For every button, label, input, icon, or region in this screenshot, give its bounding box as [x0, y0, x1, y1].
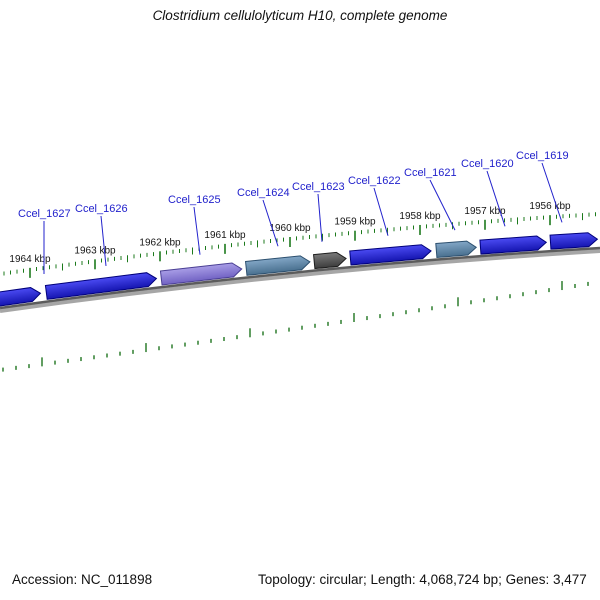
- ruler-label: 1958 kbp: [399, 211, 441, 222]
- gene-leader-line: [541, 162, 563, 223]
- gene-leader-line: [262, 199, 279, 247]
- status-bar: Accession: NC_011898 Topology: circular;…: [0, 572, 600, 594]
- gene-label-Ccel_1627[interactable]: Ccel_1627: [18, 208, 71, 220]
- gene-label-Ccel_1623[interactable]: Ccel_1623: [292, 181, 345, 193]
- gene-leader-line: [100, 215, 107, 266]
- ruler-label: 1960 kbp: [269, 223, 311, 234]
- gene-group: [44, 272, 158, 300]
- ruler-label: 1961 kbp: [204, 230, 246, 241]
- ruler-label: 1964 kbp: [9, 254, 51, 265]
- ruler-label: 1962 kbp: [139, 237, 181, 248]
- gene-label-Ccel_1619[interactable]: Ccel_1619: [516, 150, 569, 162]
- topology-text: Topology: circular; Length: 4,068,724 bp…: [258, 572, 587, 587]
- gene-leader-line: [429, 179, 456, 231]
- gene-leader-line: [486, 170, 506, 227]
- gene-leader-line: [317, 193, 323, 242]
- gene-arrow-Ccel_1626[interactable]: [44, 272, 158, 300]
- ruler-label: 1957 kbp: [464, 206, 506, 217]
- gene-label-Ccel_1621[interactable]: Ccel_1621: [404, 167, 457, 179]
- gene-label-Ccel_1622[interactable]: Ccel_1622: [348, 175, 401, 187]
- gene-group: [0, 286, 42, 310]
- genome-backbone: [0, 246, 600, 310]
- gene-leader-line: [373, 187, 389, 236]
- gene-group: [349, 244, 432, 266]
- page-title: Clostridium cellulolyticum H10, complete…: [152, 8, 448, 23]
- ruler-label: 1963 kbp: [74, 245, 116, 256]
- gene-arrow-Ccel_1625[interactable]: [159, 262, 243, 286]
- gene-label-Ccel_1626[interactable]: Ccel_1626: [75, 203, 128, 215]
- gene-arrow-Ccel_1623[interactable]: [312, 251, 347, 270]
- gene-label-Ccel_1625[interactable]: Ccel_1625: [168, 194, 221, 206]
- gene-arrow-Ccel_1620[interactable]: [479, 235, 548, 255]
- gene-label-Ccel_1624[interactable]: Ccel_1624: [237, 187, 290, 199]
- gene-arrow-Ccel_1627[interactable]: [0, 286, 42, 310]
- gene-group: [549, 232, 599, 250]
- gene-group: [159, 262, 243, 286]
- gene-arrow-Ccel_1621[interactable]: [435, 240, 478, 259]
- gene-group: [479, 235, 548, 255]
- gene-label-Ccel_1620[interactable]: Ccel_1620: [461, 158, 514, 170]
- ruler-label: 1959 kbp: [334, 217, 376, 228]
- gene-group: [312, 251, 347, 270]
- gene-group: [244, 255, 311, 276]
- ruler-label: 1956 kbp: [529, 201, 571, 212]
- gene-arrow-Ccel_1619[interactable]: [549, 232, 599, 250]
- genome-backbone-shadow: [0, 249, 600, 313]
- accession-text: Accession: NC_011898: [12, 572, 153, 587]
- gene-leader-line: [193, 206, 201, 255]
- gene-group: [435, 240, 478, 259]
- gene-arrow-Ccel_1622[interactable]: [349, 244, 432, 266]
- gene-arrow-Ccel_1624[interactable]: [244, 255, 311, 276]
